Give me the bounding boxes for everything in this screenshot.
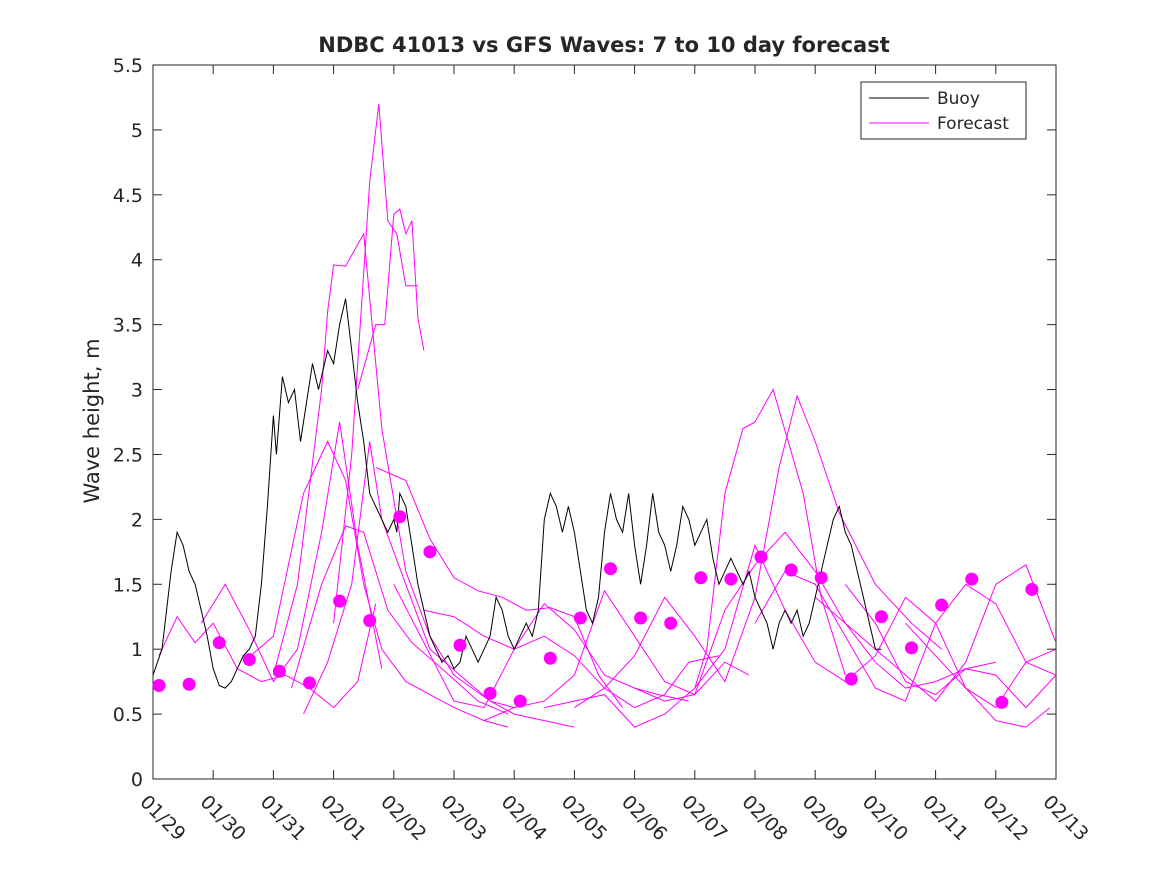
y-tick-label: 1	[131, 639, 143, 661]
y-tick-label: 3.5	[113, 315, 143, 337]
forecast-point	[874, 610, 888, 624]
x-tick-label: 02/11	[918, 791, 972, 845]
legend-label-forecast: Forecast	[937, 114, 1009, 134]
forecast-point	[272, 664, 286, 678]
x-tick-label: 02/03	[436, 791, 490, 845]
x-tick-label: 02/02	[376, 791, 430, 845]
forecast-point	[242, 653, 256, 667]
chart-title: NDBC 41013 vs GFS Waves: 7 to 10 day for…	[318, 33, 889, 57]
x-tick-label: 02/09	[798, 791, 852, 845]
forecast-point	[905, 641, 919, 655]
x-tick-label: 02/07	[677, 791, 731, 845]
forecast-point	[152, 679, 166, 693]
forecast-point	[182, 677, 196, 691]
forecast-point	[965, 572, 979, 586]
forecast-point	[543, 651, 557, 665]
forecast-line-6	[303, 441, 575, 728]
forecast-point	[724, 572, 738, 586]
y-tick-label: 0.5	[113, 704, 143, 726]
forecast-point	[995, 695, 1009, 709]
forecast-point	[333, 594, 347, 608]
y-tick-label: 5	[131, 120, 143, 142]
forecast-point	[844, 672, 858, 686]
forecast-point	[1025, 582, 1039, 596]
forecast-line-8	[357, 208, 425, 390]
x-tick-label: 02/01	[316, 791, 370, 845]
x-tick-label: 01/31	[256, 791, 310, 845]
forecast-point	[784, 563, 798, 577]
forecast-point	[573, 611, 587, 625]
forecast-line-18	[814, 564, 1057, 702]
forecast-point	[935, 598, 949, 612]
forecast-line-10	[393, 584, 689, 709]
x-tick-label: 02/06	[617, 791, 671, 845]
forecast-point	[754, 550, 768, 564]
forecast-point	[393, 510, 407, 524]
x-tick-label: 02/10	[858, 791, 912, 845]
forecast-line-14	[574, 394, 942, 709]
forecast-line-1	[158, 603, 377, 709]
forecast-line-5	[291, 525, 509, 715]
x-tick-label: 02/05	[557, 791, 611, 845]
forecast-point	[363, 614, 377, 628]
forecast-line-7	[333, 103, 418, 624]
y-tick-label: 2.5	[113, 444, 143, 466]
forecast-point	[483, 686, 497, 700]
forecast-point	[634, 611, 648, 625]
x-tick-label: 02/12	[978, 791, 1032, 845]
forecast-point	[212, 636, 226, 650]
forecast-line-11	[423, 609, 720, 709]
buoy-line	[152, 298, 882, 689]
forecast-point	[513, 694, 527, 708]
y-axis-label: Wave height, m	[80, 338, 104, 503]
y-tick-label: 5.5	[113, 55, 143, 77]
x-tick-label: 01/30	[196, 791, 250, 845]
y-tick-label: 4.5	[113, 185, 143, 207]
legend: Buoy Forecast	[860, 81, 1027, 140]
forecast-line-15	[634, 531, 996, 702]
forecast-line-2	[200, 421, 383, 683]
forecast-line-9	[375, 466, 624, 708]
legend-label-buoy: Buoy	[937, 89, 980, 109]
y-tick-label: 4	[131, 250, 143, 272]
forecast-point	[604, 562, 618, 576]
x-tick-label: 02/08	[737, 791, 791, 845]
forecast-line-20	[905, 622, 1051, 728]
forecast-point	[664, 616, 678, 630]
forecast-point	[423, 545, 437, 559]
forecast-point	[453, 638, 467, 652]
forecast-line-4	[272, 232, 515, 709]
y-tick-label: 3	[131, 380, 143, 402]
x-tick-label: 02/04	[497, 791, 551, 845]
x-tick-label: 01/29	[135, 791, 189, 845]
forecast-point	[694, 571, 708, 585]
y-tick-label: 0	[131, 769, 143, 791]
y-tick-label: 2	[131, 509, 143, 531]
forecast-line-16	[694, 543, 1057, 709]
y-tick-label: 1.5	[113, 574, 143, 596]
forecast-line-17	[754, 570, 1057, 702]
forecast-line-12	[483, 589, 750, 722]
plot-area	[152, 64, 1057, 780]
forecast-point	[303, 676, 317, 690]
forecast-line-19	[844, 583, 1057, 709]
legend-box	[860, 81, 1027, 140]
x-tick-label: 02/13	[1038, 791, 1092, 845]
forecast-point	[814, 571, 828, 585]
